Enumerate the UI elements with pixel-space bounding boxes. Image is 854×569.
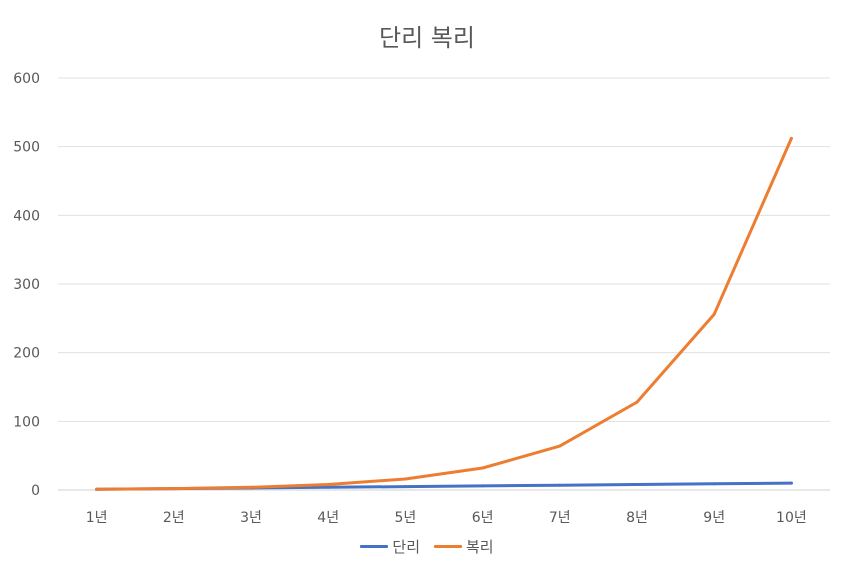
legend-item-simple-interest[interactable]: 단리: [360, 536, 420, 557]
compound-interest-point[interactable]: [249, 485, 253, 489]
x-tick-label: 5년: [395, 510, 417, 526]
simple-interest-point[interactable]: [558, 483, 562, 487]
series-line-compound-interest[interactable]: [95, 136, 793, 491]
legend-label-simple-interest: 단리: [392, 538, 420, 556]
x-tick-label: 8년: [626, 510, 648, 526]
legend-item-compound-interest[interactable]: 복리: [434, 536, 494, 557]
gridlines: [58, 77, 830, 491]
legend-label-compound-interest: 복리: [466, 538, 494, 556]
simple-interest-point[interactable]: [789, 481, 793, 485]
x-tick-label: 10년: [776, 510, 807, 526]
x-tick-label: 9년: [703, 510, 725, 526]
legend: 단리 복리: [0, 536, 854, 557]
x-axis-ticks: 1년 2년 3년 4년 5년 6년 7년 8년 9년 10년: [86, 510, 807, 526]
compound-interest-point[interactable]: [172, 487, 176, 491]
compound-interest-point[interactable]: [558, 444, 562, 448]
compound-interest-point[interactable]: [403, 477, 407, 481]
x-tick-label: 3년: [240, 510, 262, 526]
y-tick-label: 400: [13, 208, 40, 224]
legend-swatch-compound-interest: [434, 545, 462, 548]
compound-interest-point[interactable]: [95, 487, 99, 491]
x-tick-label: 4년: [317, 510, 339, 526]
y-tick-label: 600: [13, 71, 40, 87]
y-tick-label: 0: [31, 483, 40, 499]
y-tick-label: 100: [13, 414, 40, 430]
series-lines: [95, 136, 793, 491]
x-tick-label: 1년: [86, 510, 108, 526]
simple-interest-point[interactable]: [481, 484, 485, 488]
y-axis-ticks: 0 100 200 300 400 500 600: [13, 71, 40, 499]
chart-title: 단리 복리: [379, 24, 475, 52]
compound-interest-point[interactable]: [712, 312, 716, 316]
simple-interest-point[interactable]: [326, 485, 330, 489]
y-tick-label: 300: [13, 277, 40, 293]
simple-interest-point[interactable]: [635, 483, 639, 487]
simple-interest-point[interactable]: [712, 482, 716, 486]
y-tick-label: 500: [13, 140, 40, 156]
legend-swatch-simple-interest: [360, 545, 389, 548]
x-tick-label: 2년: [163, 510, 185, 526]
compound-interest-point[interactable]: [326, 483, 330, 487]
x-tick-label: 6년: [472, 510, 494, 526]
compound-interest-point[interactable]: [481, 466, 485, 470]
simple-interest-point[interactable]: [403, 485, 407, 489]
compound-interest-point[interactable]: [635, 400, 639, 404]
compound-interest-point[interactable]: [789, 136, 793, 140]
y-tick-label: 200: [13, 346, 40, 362]
x-tick-label: 7년: [549, 510, 571, 526]
